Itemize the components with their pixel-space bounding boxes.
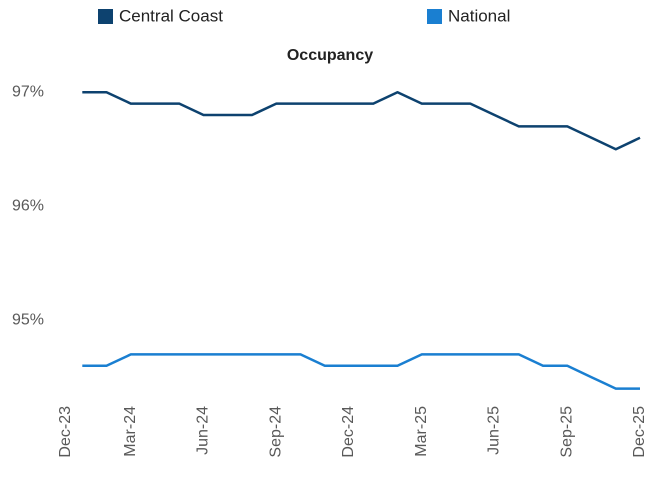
x-tick-label: Jun-25 [486, 406, 503, 455]
legend-label: Central Coast [119, 6, 223, 25]
legend-swatch [427, 9, 442, 24]
y-tick-label: 95% [12, 311, 44, 328]
x-tick-label: Dec-25 [631, 406, 646, 458]
y-tick-label: 96% [12, 197, 44, 214]
x-tick-label: Mar-24 [122, 406, 139, 457]
legend-swatch [98, 9, 113, 24]
x-tick-label: Dec-23 [57, 406, 74, 458]
series-line [82, 90, 641, 151]
legend-label: National [448, 6, 510, 25]
x-tick-label: Mar-25 [413, 406, 430, 457]
x-tick-label: Jun-24 [195, 406, 212, 455]
chart-title: Occupancy [287, 47, 373, 64]
y-tick-label: 97% [12, 83, 44, 100]
x-tick-label: Sep-24 [267, 406, 284, 458]
x-tick-label: Sep-25 [558, 406, 575, 458]
x-tick-label: Dec-24 [340, 406, 357, 458]
series-line [82, 353, 640, 390]
